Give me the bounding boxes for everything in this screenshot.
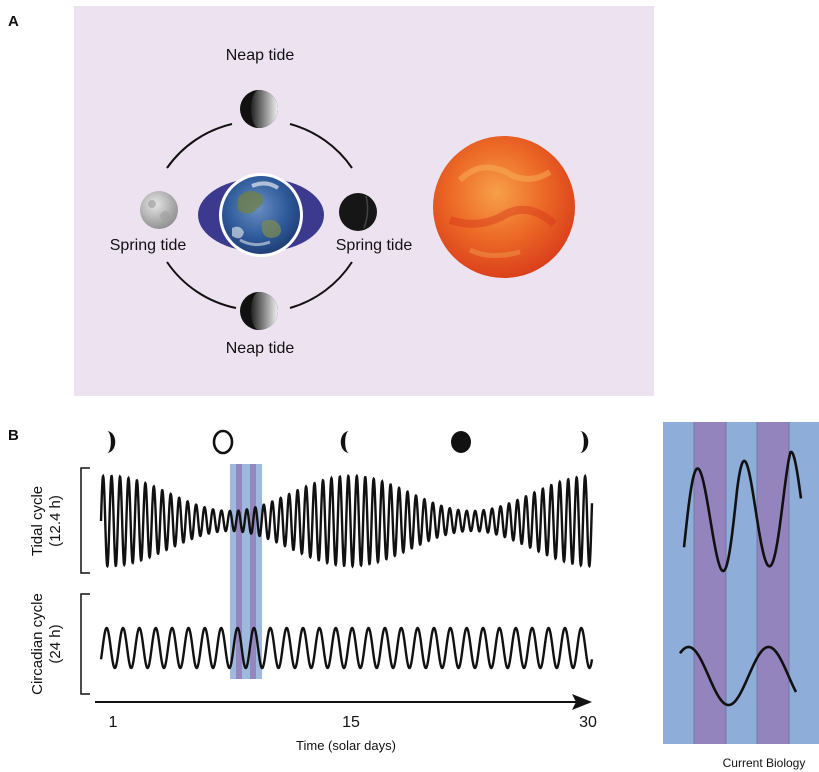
moon-orbit (166, 123, 353, 309)
zoom-tidal-curve (682, 450, 803, 573)
circadian-label-line1: Circadian cycle (29, 593, 46, 695)
credit-text: Current Biology (723, 756, 806, 770)
label-neap-bottom: Neap tide (226, 340, 295, 357)
moon-full (140, 191, 178, 229)
x-tick-15: 15 (342, 714, 360, 731)
label-neap-top: Neap tide (226, 47, 295, 64)
tidal-label-line1: Tidal cycle (29, 486, 46, 556)
tidal-cycle-curve (99, 473, 594, 569)
moon-neap-bottom (240, 292, 278, 330)
panel-b-letter: B (8, 427, 19, 444)
moon-new (339, 193, 377, 231)
circadian-label-line2: (24 h) (47, 624, 64, 663)
tidal-bracket (80, 467, 90, 574)
x-tick-30: 30 (579, 714, 597, 731)
panel-a-letter: A (8, 13, 19, 30)
time-axis (95, 694, 592, 710)
moon-phase-first-quarter-icon (580, 431, 589, 453)
x-axis-label: Time (solar days) (296, 738, 396, 753)
earth (198, 173, 324, 257)
label-spring-right: Spring tide (336, 237, 413, 254)
circadian-bracket (80, 593, 90, 695)
label-spring-left: Spring tide (110, 237, 187, 254)
circadian-cycle-curve (99, 626, 594, 670)
x-tick-1: 1 (109, 714, 118, 731)
zoom-circadian-curve (678, 645, 798, 707)
moon-phase-new-icon (451, 431, 471, 453)
moon-phase-first-quarter-icon (107, 431, 116, 453)
moon-phase-last-quarter-icon (340, 431, 349, 453)
tidal-label-line2: (12.4 h) (47, 495, 64, 547)
moon-neap-top (240, 90, 278, 128)
moon-phase-full-icon (212, 429, 234, 455)
sun (433, 136, 575, 278)
moon-phase-row (107, 429, 589, 455)
